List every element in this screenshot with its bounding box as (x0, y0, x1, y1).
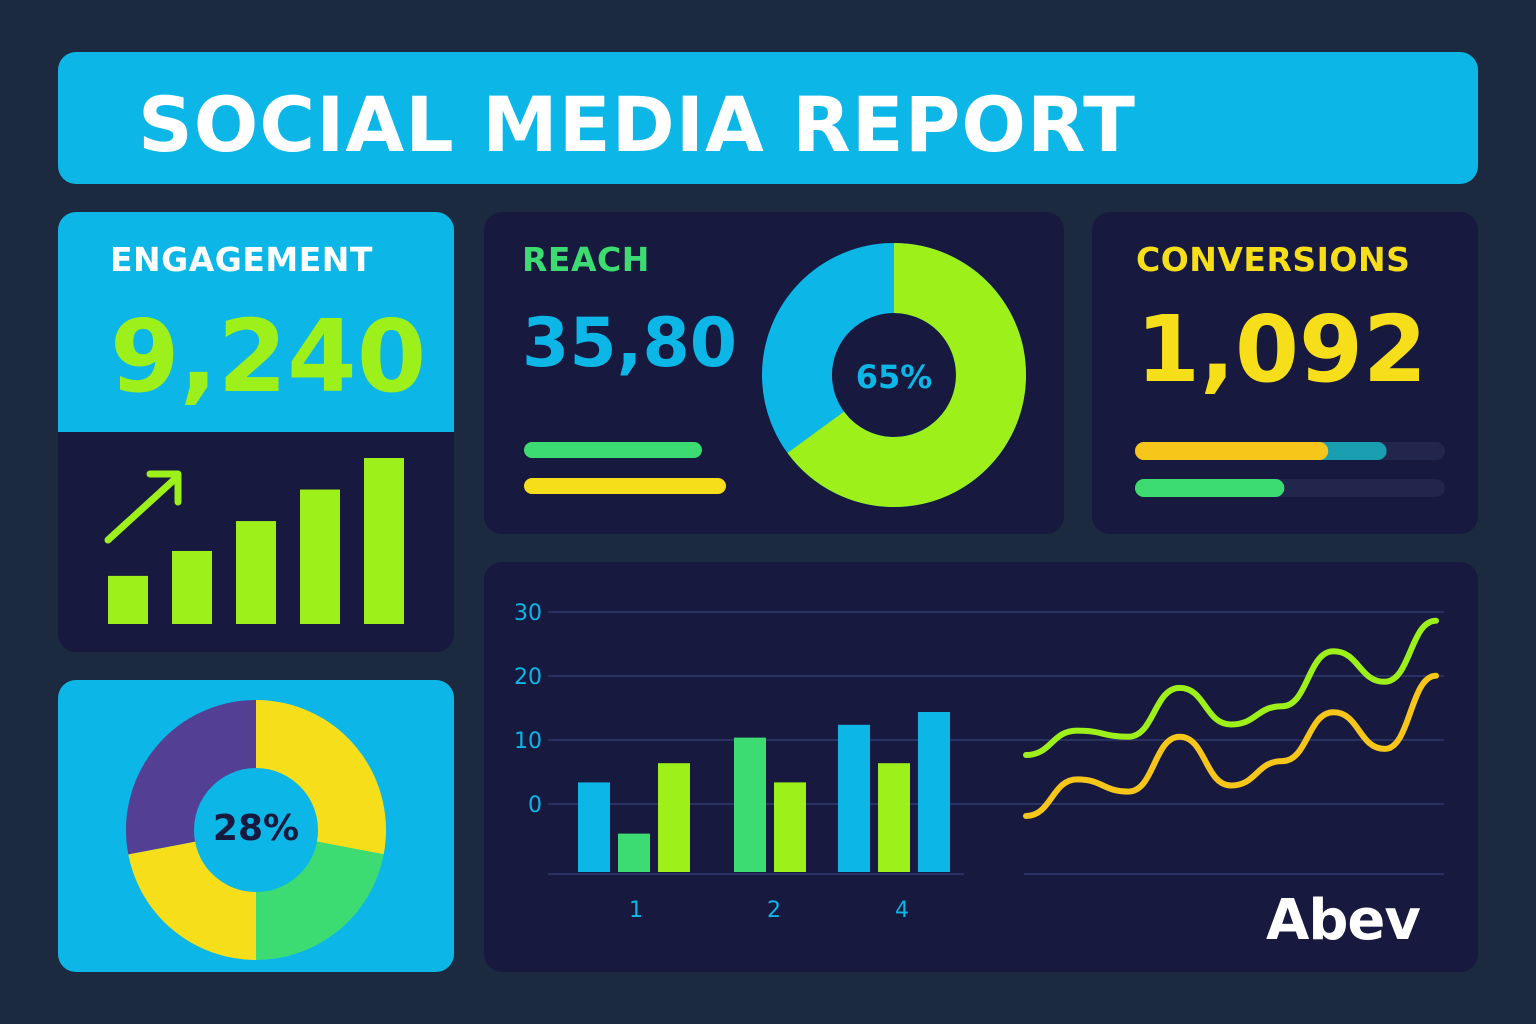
chart-line-series (1023, 617, 1439, 758)
conversions-progress-bars (1135, 442, 1445, 497)
engagement-bar (236, 521, 276, 624)
donut-segment (254, 700, 386, 855)
chart-bar (878, 763, 910, 872)
reach-donut-label: 65% (855, 358, 933, 396)
x-tick-label: 2 (767, 898, 781, 923)
chart-bar (618, 833, 650, 872)
donut-card: 28% (58, 680, 454, 972)
engagement-card: ENGAGEMENT 9,240 (58, 212, 454, 652)
engagement-bar (300, 489, 340, 624)
chart-bar (774, 782, 806, 872)
y-tick-label: 10 (514, 729, 542, 754)
y-tick-label: 20 (514, 665, 542, 690)
x-tick-label: 1 (629, 898, 643, 923)
engagement-bar (172, 550, 212, 624)
donut-center-label: 28% (212, 808, 300, 849)
donut-chart (126, 700, 386, 960)
arrow-up-right-icon (104, 470, 182, 544)
chart-bar (734, 737, 766, 872)
engagement-value: 9,240 (110, 298, 427, 415)
engagement-bar (364, 458, 404, 624)
header-banner: SOCIAL MEDIA REPORT (58, 52, 1478, 184)
conversions-value: 1,092 (1136, 296, 1428, 403)
x-tick-label: 4 (895, 898, 909, 923)
reach-value: 35,80 (522, 304, 738, 383)
brand-logo: Abev (1266, 888, 1421, 953)
engagement-label: ENGAGEMENT (110, 240, 373, 279)
engagement-bar-chart (104, 458, 404, 624)
engagement-bar (108, 575, 148, 624)
bar-line-chart-card: 30 20 10 0 1 2 4 Abev (484, 562, 1478, 972)
chart-bar (578, 782, 610, 872)
y-tick-label: 0 (528, 793, 542, 818)
bar-line-chart: 30 20 10 0 1 2 4 (514, 601, 1444, 923)
chart-bar (658, 763, 690, 872)
conversions-label: CONVERSIONS (1136, 240, 1411, 279)
reach-donut-segment (787, 243, 1026, 507)
reach-card: REACH 35,80 65% (484, 212, 1064, 534)
donut-segment (128, 840, 258, 960)
page-title: SOCIAL MEDIA REPORT (138, 80, 1136, 169)
chart-bar (918, 712, 950, 872)
donut-segment (254, 840, 384, 960)
chart-bar (838, 724, 870, 872)
y-tick-label: 30 (514, 601, 542, 626)
reach-graphics (524, 243, 1026, 507)
reach-label: REACH (522, 240, 650, 279)
engagement-summary: ENGAGEMENT 9,240 (58, 212, 454, 432)
chart-line-series (1023, 672, 1439, 819)
conversions-card: CONVERSIONS 1,092 (1092, 212, 1478, 534)
donut-segment (126, 700, 258, 855)
